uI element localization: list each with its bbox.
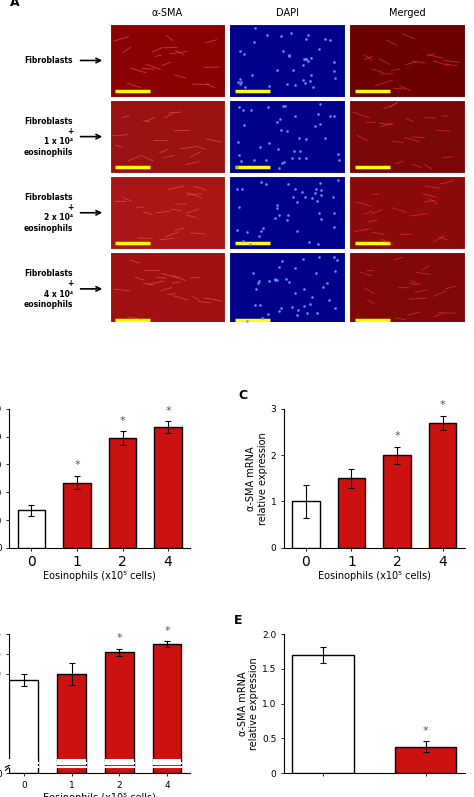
Bar bbox=[395, 747, 456, 773]
Bar bbox=[9, 680, 38, 773]
Bar bbox=[57, 674, 86, 773]
Bar bbox=[105, 652, 134, 773]
FancyBboxPatch shape bbox=[229, 253, 345, 325]
FancyBboxPatch shape bbox=[229, 176, 345, 249]
Y-axis label: α-SMA mRNA
relative expression: α-SMA mRNA relative expression bbox=[237, 658, 259, 750]
FancyBboxPatch shape bbox=[349, 100, 465, 173]
Text: *: * bbox=[423, 725, 428, 736]
FancyBboxPatch shape bbox=[349, 176, 465, 249]
Text: Fibroblasts
+
4 x 10⁴
eosinophils: Fibroblasts + 4 x 10⁴ eosinophils bbox=[24, 269, 73, 309]
Text: *: * bbox=[120, 415, 126, 426]
Text: *: * bbox=[165, 406, 171, 416]
Bar bbox=[429, 422, 456, 548]
Bar bbox=[64, 482, 91, 548]
Text: α-SMA: α-SMA bbox=[152, 8, 183, 18]
FancyBboxPatch shape bbox=[229, 24, 345, 97]
Text: Fibroblasts
+
2 x 10⁴
eosinophils: Fibroblasts + 2 x 10⁴ eosinophils bbox=[24, 193, 73, 233]
Text: A: A bbox=[9, 0, 19, 9]
Bar bbox=[18, 510, 45, 548]
Bar bbox=[383, 455, 410, 548]
Bar bbox=[338, 478, 365, 548]
Bar bbox=[153, 644, 182, 773]
Bar bbox=[109, 438, 136, 548]
X-axis label: Eosinophils (x10⁵ cells): Eosinophils (x10⁵ cells) bbox=[318, 571, 431, 581]
Bar bbox=[292, 655, 354, 773]
Text: DAPI: DAPI bbox=[275, 8, 299, 18]
Text: Merged: Merged bbox=[389, 8, 425, 18]
Bar bbox=[9, 760, 38, 765]
FancyBboxPatch shape bbox=[349, 253, 465, 325]
FancyBboxPatch shape bbox=[109, 253, 225, 325]
Text: Fibroblasts
+
1 x 10⁴
eosinophils: Fibroblasts + 1 x 10⁴ eosinophils bbox=[24, 116, 73, 157]
Text: C: C bbox=[239, 389, 248, 402]
Bar bbox=[105, 760, 134, 765]
Text: Fibroblasts: Fibroblasts bbox=[25, 56, 73, 65]
FancyBboxPatch shape bbox=[229, 100, 345, 173]
Bar bbox=[292, 501, 319, 548]
X-axis label: Eosinophils (x10⁵ cells): Eosinophils (x10⁵ cells) bbox=[43, 571, 156, 581]
Text: *: * bbox=[394, 431, 400, 442]
Text: *: * bbox=[164, 626, 170, 636]
Bar bbox=[155, 427, 182, 548]
FancyBboxPatch shape bbox=[109, 176, 225, 249]
Bar bbox=[153, 760, 182, 765]
Text: *: * bbox=[440, 400, 446, 410]
FancyBboxPatch shape bbox=[109, 24, 225, 97]
Bar bbox=[57, 760, 86, 765]
X-axis label: Eosinophils (x10⁵ cells): Eosinophils (x10⁵ cells) bbox=[43, 792, 156, 797]
FancyBboxPatch shape bbox=[109, 100, 225, 173]
Text: *: * bbox=[74, 460, 80, 470]
FancyBboxPatch shape bbox=[349, 24, 465, 97]
Y-axis label: α-SMA mRNA
relative expression: α-SMA mRNA relative expression bbox=[246, 432, 268, 524]
Text: *: * bbox=[117, 633, 122, 643]
Text: E: E bbox=[233, 614, 242, 627]
